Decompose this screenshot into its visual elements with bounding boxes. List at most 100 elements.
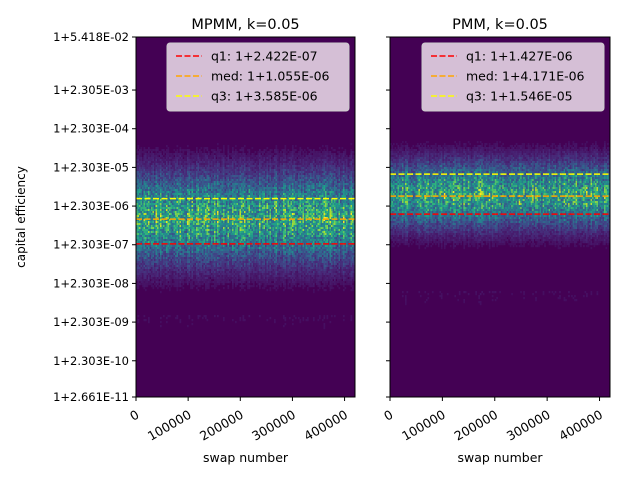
heatmap-cell [182,219,185,222]
heatmap-cell [142,233,144,236]
heatmap-cell [146,223,149,226]
heatmap-cell [235,215,237,218]
heatmap-cell [136,253,138,256]
heatmap-cell [143,253,146,256]
heatmap-cell [172,163,174,166]
heatmap-cell [221,259,224,262]
heatmap-cell [235,225,237,228]
heatmap-cell [208,249,210,252]
heatmap-cell [157,281,159,284]
heatmap-cell [169,161,171,164]
heatmap-cell [187,191,189,194]
heatmap-cell [148,203,150,206]
heatmap-cell [206,259,209,262]
heatmap-cell [173,183,176,186]
heatmap-cell [206,157,209,160]
heatmap-cell [158,221,161,224]
heatmap-cell [151,161,153,164]
heatmap-cell [227,265,230,268]
heatmap-cell [182,281,185,284]
heatmap-cell [145,277,147,280]
heatmap-cell [161,267,164,270]
heatmap-cell [236,213,239,216]
heatmap-cell [187,189,189,192]
heatmap-cell [152,207,155,210]
heatmap-cell [223,247,225,250]
heatmap-cell [224,211,227,214]
heatmap-cell [185,201,188,204]
heatmap-cell [215,247,218,250]
heatmap-cell [239,223,242,226]
heatmap-cell [203,251,206,254]
heatmap-cell [236,251,239,254]
heatmap-cell [158,201,161,204]
heatmap-cell [181,183,183,186]
heatmap-cell [170,241,173,244]
heatmap-cell [206,273,209,276]
heatmap-cell [157,165,159,168]
heatmap-cell [139,275,141,278]
heatmap-cell [206,271,209,274]
heatmap-cell [212,213,215,216]
heatmap-cell [146,239,149,242]
heatmap-cell [190,213,192,216]
heatmap-cell [233,195,236,198]
heatmap-cell [149,159,152,162]
heatmap-cell [239,245,242,248]
heatmap-cell [145,281,147,284]
heatmap-cell [236,177,239,180]
heatmap-cell [169,197,171,200]
heatmap-cell [151,203,153,206]
heatmap-cell [154,271,156,274]
heatmap-cell [182,155,185,158]
heatmap-cell [196,169,198,172]
heatmap-cell [208,281,210,284]
heatmap-cell [163,183,165,186]
heatmap-cell [152,181,155,184]
heatmap-cell [137,189,140,192]
heatmap-cell [137,215,140,218]
heatmap-cell [185,255,188,258]
heatmap-cell [158,171,161,174]
heatmap-cell [166,201,168,204]
heatmap-cell [163,259,165,262]
heatmap-cell [176,289,179,292]
heatmap-cell [194,195,197,198]
heatmap-cell [187,281,189,284]
heatmap-cell [206,229,209,232]
heatmap-cell [224,175,227,178]
heatmap-cell [179,275,182,278]
heatmap-cell [185,169,188,172]
heatmap-cell [155,279,158,282]
heatmap-cell [155,151,158,154]
heatmap-cell [242,183,245,186]
heatmap-cell [169,257,171,260]
heatmap-cell [137,315,140,318]
heatmap-cell [235,161,237,164]
heatmap-cell [224,275,227,278]
heatmap-cell [202,215,204,218]
heatmap-cell [179,217,182,220]
heatmap-cell [146,155,149,158]
heatmap-cell [211,233,213,236]
heatmap-cell [152,253,155,256]
heatmap-cell [188,253,191,256]
heatmap-cell [202,245,204,248]
heatmap-cell [155,281,158,284]
heatmap-cell [160,325,162,328]
heatmap-cell [203,273,206,276]
heatmap-cell [152,157,155,160]
heatmap-cell [154,263,156,266]
heatmap-cell [152,195,155,198]
heatmap-cell [205,275,207,278]
heatmap-cell [148,317,150,320]
heatmap-cell [212,169,215,172]
heatmap-cell [188,205,191,208]
heatmap-cell [161,273,164,276]
heatmap-cell [193,275,195,278]
heatmap-cell [214,267,216,270]
heatmap-cell [212,165,215,168]
heatmap-cell [211,183,213,186]
heatmap-cell [229,179,231,182]
heatmap-cell [196,287,198,290]
